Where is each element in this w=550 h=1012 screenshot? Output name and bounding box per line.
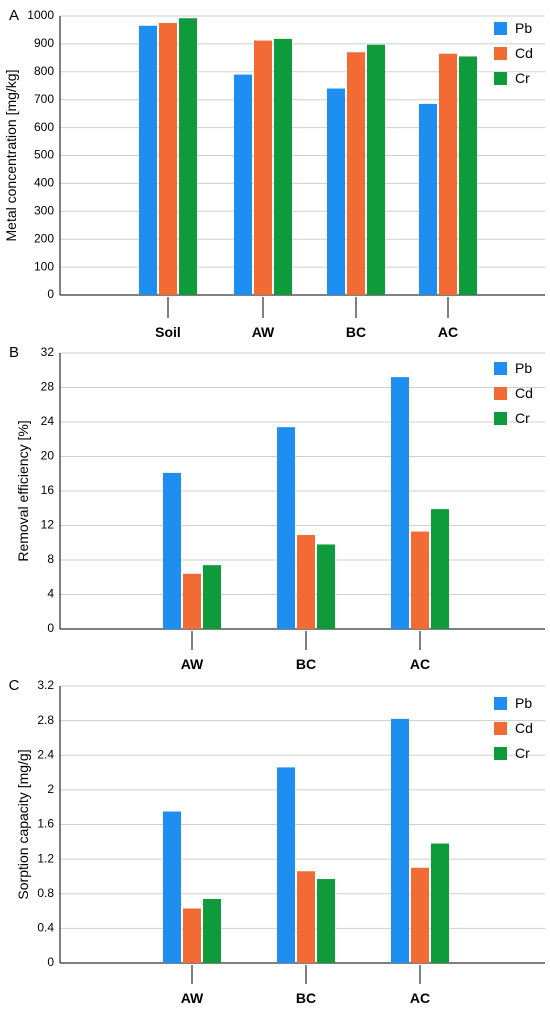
bar-cd-aw <box>254 40 272 295</box>
y-tick-label: 8 <box>47 552 54 566</box>
x-tick-label: AW <box>181 990 204 1006</box>
y-tick-label: 0.8 <box>37 886 54 900</box>
bar-pb-soil <box>139 25 157 295</box>
y-axis-title: Metal concentration [mg/kg] <box>3 70 19 242</box>
y-tick-label: 2.4 <box>37 747 54 761</box>
bar-cr-soil <box>179 18 197 296</box>
y-tick-label: 1.2 <box>37 851 54 865</box>
y-tick-label: 900 <box>34 36 54 50</box>
chart-panel-c: C 0 0.4 0.8 1.2 1.6 2 2.4 2.8 3.2 Sorption capacit… <box>9 677 545 1006</box>
y-tick-label: 1.6 <box>37 817 54 831</box>
x-tick-label: AC <box>410 656 430 672</box>
x-tick-label: BC <box>296 656 316 672</box>
y-tick-label: 4 <box>47 587 54 601</box>
bar-cr-ac <box>459 56 477 295</box>
y-tick-label: 0 <box>47 287 54 301</box>
y-tick-label: 0.4 <box>37 921 54 935</box>
legend-swatch-cr <box>494 412 507 425</box>
y-tick-label: 20 <box>41 449 55 463</box>
panel-label: C <box>9 677 20 694</box>
y-tick-label: 500 <box>34 148 54 162</box>
x-tick-label: BC <box>346 324 366 340</box>
legend-swatch-pb <box>494 22 507 35</box>
y-tick-label: 400 <box>34 176 54 190</box>
y-tick-label: 24 <box>41 414 55 428</box>
y-tick-label: 32 <box>41 345 55 359</box>
chart-panel-b: B 0 4 8 12 16 20 24 28 32 Removal efficiency [%] AW… <box>9 344 545 672</box>
legend-swatch-cd <box>494 387 507 400</box>
y-tick-label: 200 <box>34 231 54 245</box>
legend-label: Cr <box>515 745 530 761</box>
y-tick-label: 1000 <box>27 8 54 22</box>
legend-swatch-pb <box>494 362 507 375</box>
legend-swatch-pb <box>494 697 507 710</box>
bar-cd-bc <box>347 52 365 295</box>
bar-cd-bc <box>297 534 315 629</box>
legend-label: Pb <box>515 695 532 711</box>
y-tick-label: 3.2 <box>37 678 54 692</box>
bar-pb-aw <box>234 74 252 295</box>
bar-cr-ac <box>431 509 449 629</box>
bar-cr-aw <box>203 565 221 629</box>
y-tick-label: 600 <box>34 120 54 134</box>
x-tick-label: AC <box>438 324 458 340</box>
panel-label: A <box>9 7 19 24</box>
legend-label: Pb <box>515 360 532 376</box>
bar-cd-soil <box>159 22 177 295</box>
y-tick-label: 800 <box>34 64 54 78</box>
bar-cr-bc <box>317 879 335 963</box>
legend-swatch-cd <box>494 47 507 60</box>
y-tick-label: 0 <box>47 621 54 635</box>
y-tick-label: 12 <box>41 518 55 532</box>
bar-cd-ac <box>411 867 429 963</box>
x-tick-label: AW <box>181 656 204 672</box>
bar-cr-aw <box>203 898 221 963</box>
bar-cd-ac <box>439 53 457 295</box>
x-tick-label: Soil <box>155 324 181 340</box>
bar-pb-bc <box>277 427 295 629</box>
legend-label: Pb <box>515 20 532 36</box>
bar-pb-aw <box>163 472 181 629</box>
legend-swatch-cr <box>494 747 507 760</box>
bar-cr-bc <box>317 544 335 629</box>
bar-pb-ac <box>391 377 409 629</box>
bar-pb-ac <box>419 103 437 295</box>
panel-label: B <box>9 344 19 361</box>
y-tick-label: 2 <box>47 782 54 796</box>
legend-label: Cr <box>515 410 530 426</box>
bar-pb-bc <box>327 88 345 295</box>
bar-cr-bc <box>367 44 385 295</box>
legend-swatch-cr <box>494 72 507 85</box>
bar-cd-aw <box>183 908 201 963</box>
bar-cr-ac <box>431 843 449 963</box>
x-tick-label: AC <box>410 990 430 1006</box>
legend-label: Cd <box>515 385 533 401</box>
legend-label: Cr <box>515 70 530 86</box>
legend-label: Cd <box>515 720 533 736</box>
bar-cd-ac <box>411 531 429 629</box>
x-tick-label: BC <box>296 990 316 1006</box>
bar-pb-bc <box>277 767 295 963</box>
y-tick-label: 700 <box>34 92 54 106</box>
bar-cd-aw <box>183 573 201 629</box>
y-tick-label: 16 <box>41 483 55 497</box>
y-tick-label: 100 <box>34 259 54 273</box>
y-tick-label: 28 <box>41 380 55 394</box>
bar-pb-aw <box>163 811 181 963</box>
x-tick-label: AW <box>252 324 275 340</box>
bar-cd-bc <box>297 871 315 963</box>
legend-label: Cd <box>515 45 533 61</box>
legend-swatch-cd <box>494 722 507 735</box>
y-tick-label: 2.8 <box>37 713 54 727</box>
y-axis-title: Removal efficiency [%] <box>15 420 31 561</box>
y-axis-title: Sorption capacity [mg/g] <box>15 749 31 899</box>
y-tick-label: 0 <box>47 955 54 969</box>
bar-pb-ac <box>391 718 409 963</box>
chart-panel-a: A 0 100 200 300 400 500 600 700 800 900 1000 Metal c… <box>3 7 545 340</box>
y-tick-label: 300 <box>34 203 54 217</box>
bar-cr-aw <box>274 38 292 296</box>
